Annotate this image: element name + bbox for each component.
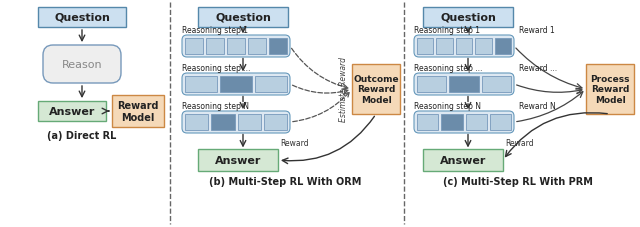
Bar (264, 114, 287, 131)
Text: Reason: Reason (61, 60, 102, 70)
Bar (352, 65, 400, 114)
Bar (423, 149, 503, 171)
FancyBboxPatch shape (414, 74, 514, 96)
Text: Reward ...: Reward ... (519, 64, 557, 73)
Bar (185, 77, 217, 93)
Bar (586, 65, 634, 114)
Bar (112, 96, 164, 127)
Bar (417, 114, 438, 131)
FancyBboxPatch shape (414, 111, 514, 133)
Bar (248, 39, 266, 55)
FancyBboxPatch shape (414, 36, 514, 58)
Bar (38, 101, 106, 121)
Bar (475, 39, 492, 55)
Bar (482, 77, 511, 93)
Text: Reasoning step ...: Reasoning step ... (182, 64, 250, 73)
Bar (185, 114, 208, 131)
FancyBboxPatch shape (182, 36, 290, 58)
Bar (198, 149, 278, 171)
Bar (417, 77, 446, 93)
Bar (198, 8, 288, 28)
Bar (441, 114, 463, 131)
Bar (220, 77, 252, 93)
Text: (a) Direct RL: (a) Direct RL (47, 131, 116, 140)
Bar (227, 39, 245, 55)
Text: Reward
Model: Reward Model (117, 101, 159, 122)
Text: Estimate Reward: Estimate Reward (339, 57, 348, 122)
Bar (269, 39, 287, 55)
Bar (423, 8, 513, 28)
Text: Reward 1: Reward 1 (519, 26, 555, 35)
Bar (436, 39, 453, 55)
Text: Reward: Reward (505, 138, 534, 147)
FancyBboxPatch shape (43, 46, 121, 84)
Bar (237, 114, 260, 131)
Bar (185, 39, 203, 55)
Text: Answer: Answer (49, 106, 95, 116)
Text: Question: Question (215, 13, 271, 23)
Bar (490, 114, 511, 131)
Text: Question: Question (54, 13, 110, 23)
Text: Question: Question (440, 13, 496, 23)
Bar (206, 39, 224, 55)
Text: Reward N: Reward N (519, 101, 556, 111)
Text: Reasoning step N: Reasoning step N (182, 101, 249, 111)
Text: Outcome
Reward
Model: Outcome Reward Model (353, 75, 399, 104)
FancyBboxPatch shape (182, 111, 290, 133)
Bar (211, 114, 234, 131)
FancyBboxPatch shape (182, 74, 290, 96)
Bar (255, 77, 287, 93)
Bar (449, 77, 479, 93)
Text: Reasoning step ...: Reasoning step ... (414, 64, 483, 73)
Text: (c) Multi-Step RL With PRM: (c) Multi-Step RL With PRM (443, 176, 593, 186)
Bar (456, 39, 472, 55)
Text: Reasoning step 1: Reasoning step 1 (414, 26, 480, 35)
Text: (b) Multi-Step RL With ORM: (b) Multi-Step RL With ORM (209, 176, 361, 186)
Text: Reasoning step 1: Reasoning step 1 (182, 26, 248, 35)
Text: Reasoning step N: Reasoning step N (414, 101, 481, 111)
Bar (417, 39, 433, 55)
Bar (495, 39, 511, 55)
Text: Answer: Answer (440, 155, 486, 165)
Bar (38, 8, 126, 28)
Text: Process
Reward
Model: Process Reward Model (590, 75, 630, 104)
Bar (465, 114, 487, 131)
Text: Answer: Answer (215, 155, 261, 165)
Text: Reward: Reward (280, 138, 308, 147)
